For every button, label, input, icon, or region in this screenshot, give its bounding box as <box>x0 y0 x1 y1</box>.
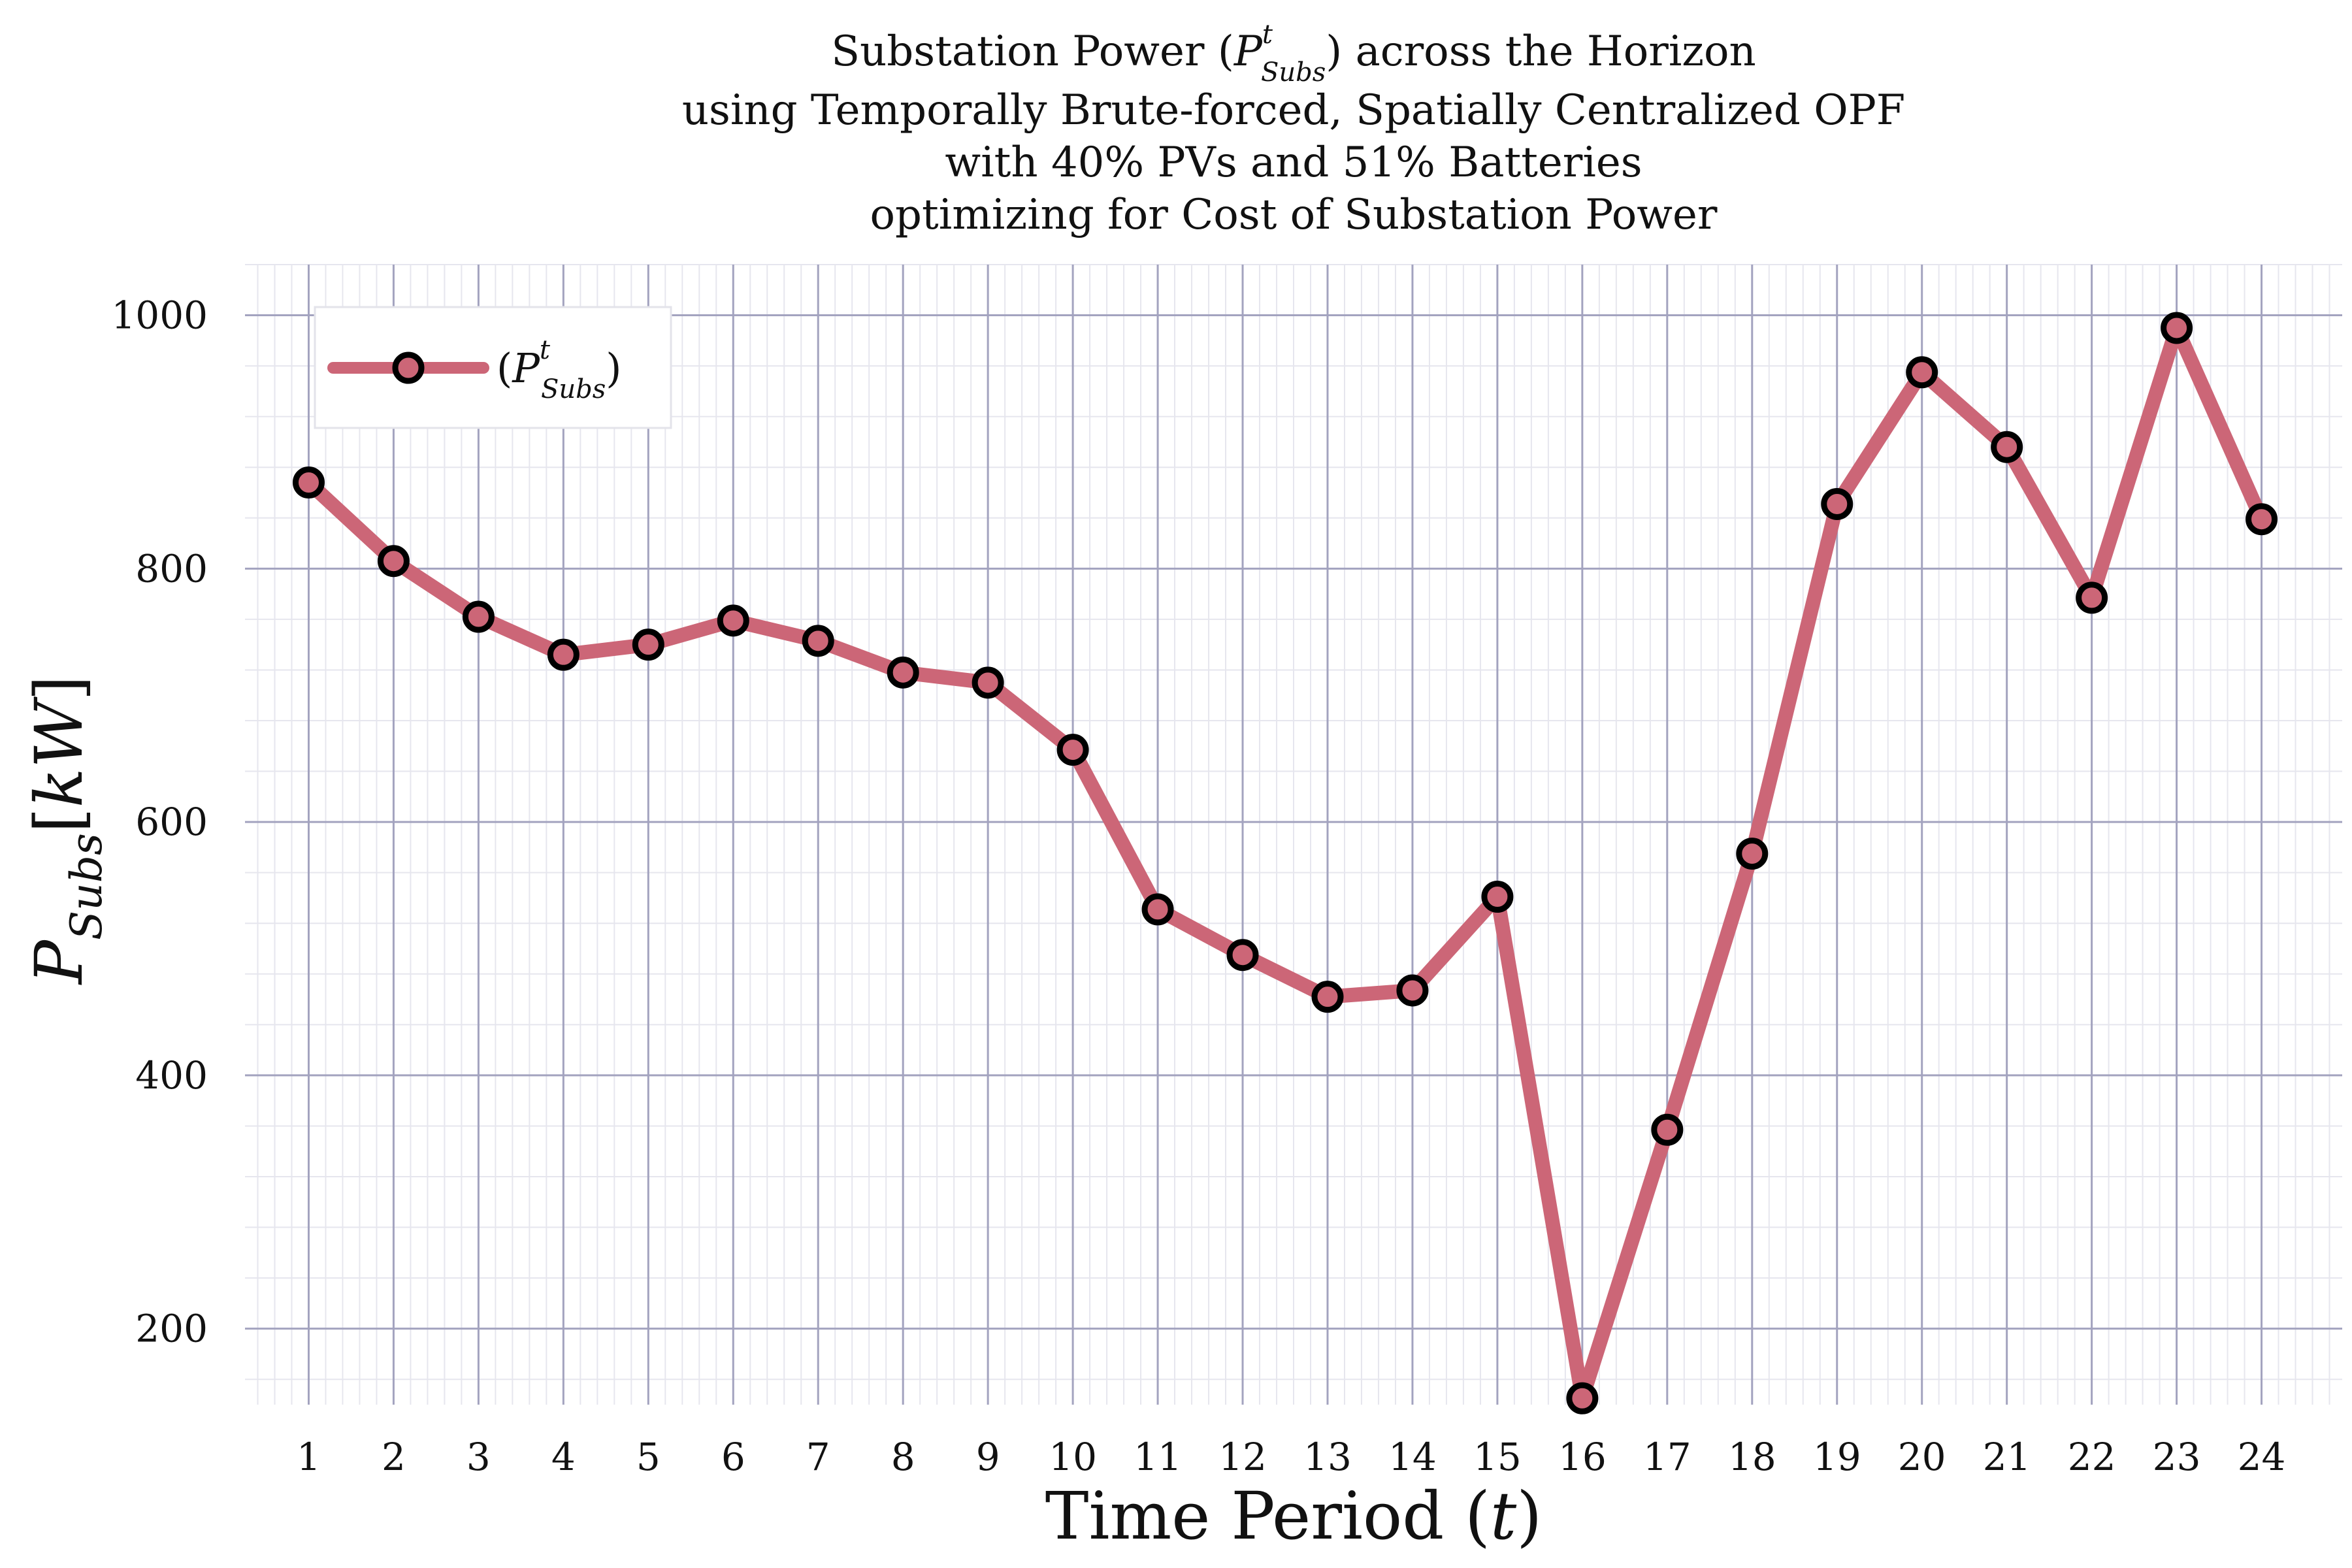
title-line-2: using Temporally Brute-forced, Spatially… <box>682 86 1905 135</box>
x-tick-label: 9 <box>976 1435 1000 1479</box>
x-tick-label: 20 <box>1898 1435 1946 1479</box>
data-point <box>1906 356 1938 389</box>
data-point <box>1651 1113 1684 1146</box>
data-point <box>1226 939 1259 972</box>
title-line-4: optimizing for Cost of Substation Power <box>870 191 1718 239</box>
x-tick-label: 5 <box>636 1435 661 1479</box>
x-tick-label: 10 <box>1049 1435 1097 1479</box>
x-tick-label: 2 <box>382 1435 406 1479</box>
title-line-1: Substation Power (Pt Subs) across the Hor… <box>831 20 1756 88</box>
title-line-1-prefix: Substation Power ( <box>831 27 1234 76</box>
x-tick-label: 11 <box>1134 1435 1182 1479</box>
y-tick-label: 800 <box>135 546 208 591</box>
title-line-1-superscript: t <box>1262 20 1273 50</box>
x-tick-label: 13 <box>1303 1435 1352 1479</box>
data-point <box>1991 431 2023 463</box>
x-tick-label: 19 <box>1813 1435 1861 1479</box>
x-tick-label: 3 <box>466 1435 491 1479</box>
data-point <box>2161 312 2193 344</box>
data-point <box>1141 893 1174 926</box>
x-tick-label: 17 <box>1643 1435 1691 1479</box>
y-tick-label: 600 <box>135 800 208 844</box>
data-point <box>1481 881 1514 913</box>
x-tick-label: 1 <box>297 1435 321 1479</box>
data-point <box>1821 487 1854 520</box>
x-tick-label: 4 <box>551 1435 576 1479</box>
series-line <box>301 320 2269 1406</box>
y-tick-labels: 200 400 600 800 1000 <box>111 293 208 1351</box>
data-point <box>887 656 919 689</box>
x-tick-label: 8 <box>891 1435 915 1479</box>
x-tick-labels: 1 2 3 4 5 6 7 8 9 10 11 12 13 14 15 16 17 18 19 20 21 22 23 24 <box>297 1435 2285 1479</box>
x-tick-label: 12 <box>1218 1435 1267 1479</box>
data-point <box>1736 838 1769 870</box>
major-grid <box>245 265 2342 1405</box>
data-point <box>1056 734 1089 766</box>
title-line-3: with 40% PVs and 51% Batteries <box>945 139 1642 187</box>
minor-grid <box>245 264 2342 1405</box>
data-point <box>972 666 1004 699</box>
x-tick-label: 6 <box>721 1435 745 1479</box>
x-tick-label: 7 <box>806 1435 830 1479</box>
data-point <box>802 625 834 657</box>
data-point <box>632 629 664 661</box>
data-point <box>1566 1382 1599 1414</box>
x-tick-label: 24 <box>2238 1435 2286 1479</box>
x-tick-label: 16 <box>1558 1435 1607 1479</box>
y-tick-label: 400 <box>135 1053 208 1098</box>
title-line-1-subscript: Subs <box>1261 57 1326 88</box>
title-line-1-suffix: ) across the Horizon <box>1326 27 1756 76</box>
x-tick-label: 22 <box>2068 1435 2116 1479</box>
axis-labels: Time Period (t) PSubs[kW] <box>21 676 1542 1554</box>
legend-label: (Pt Subs) <box>497 335 622 404</box>
data-point <box>547 638 580 671</box>
legend-marker-sample <box>392 351 425 384</box>
y-tick-label: 200 <box>135 1307 208 1351</box>
x-tick-label: 18 <box>1728 1435 1776 1479</box>
y-tick-label: 1000 <box>111 293 208 338</box>
x-tick-label: 14 <box>1388 1435 1437 1479</box>
title-line-1-symbol: P <box>1233 27 1263 76</box>
x-tick-label: 15 <box>1473 1435 1522 1479</box>
data-point <box>1311 981 1344 1013</box>
legend: (Pt Subs) <box>314 306 672 429</box>
chart-title: Substation Power (Pt Subs) across the Hor… <box>682 20 1905 239</box>
x-axis-label: Time Period (t) <box>1045 1478 1542 1554</box>
data-point <box>292 466 325 498</box>
x-tick-label: 23 <box>2153 1435 2201 1479</box>
data-point <box>2246 503 2278 536</box>
series-group <box>292 312 2278 1414</box>
data-point <box>462 600 495 633</box>
data-point <box>377 545 410 578</box>
data-point <box>1396 974 1429 1007</box>
data-point <box>2076 581 2108 614</box>
y-axis-label: PSubs[kW] <box>21 676 112 986</box>
x-tick-label: 21 <box>1983 1435 2031 1479</box>
data-point <box>717 604 749 637</box>
